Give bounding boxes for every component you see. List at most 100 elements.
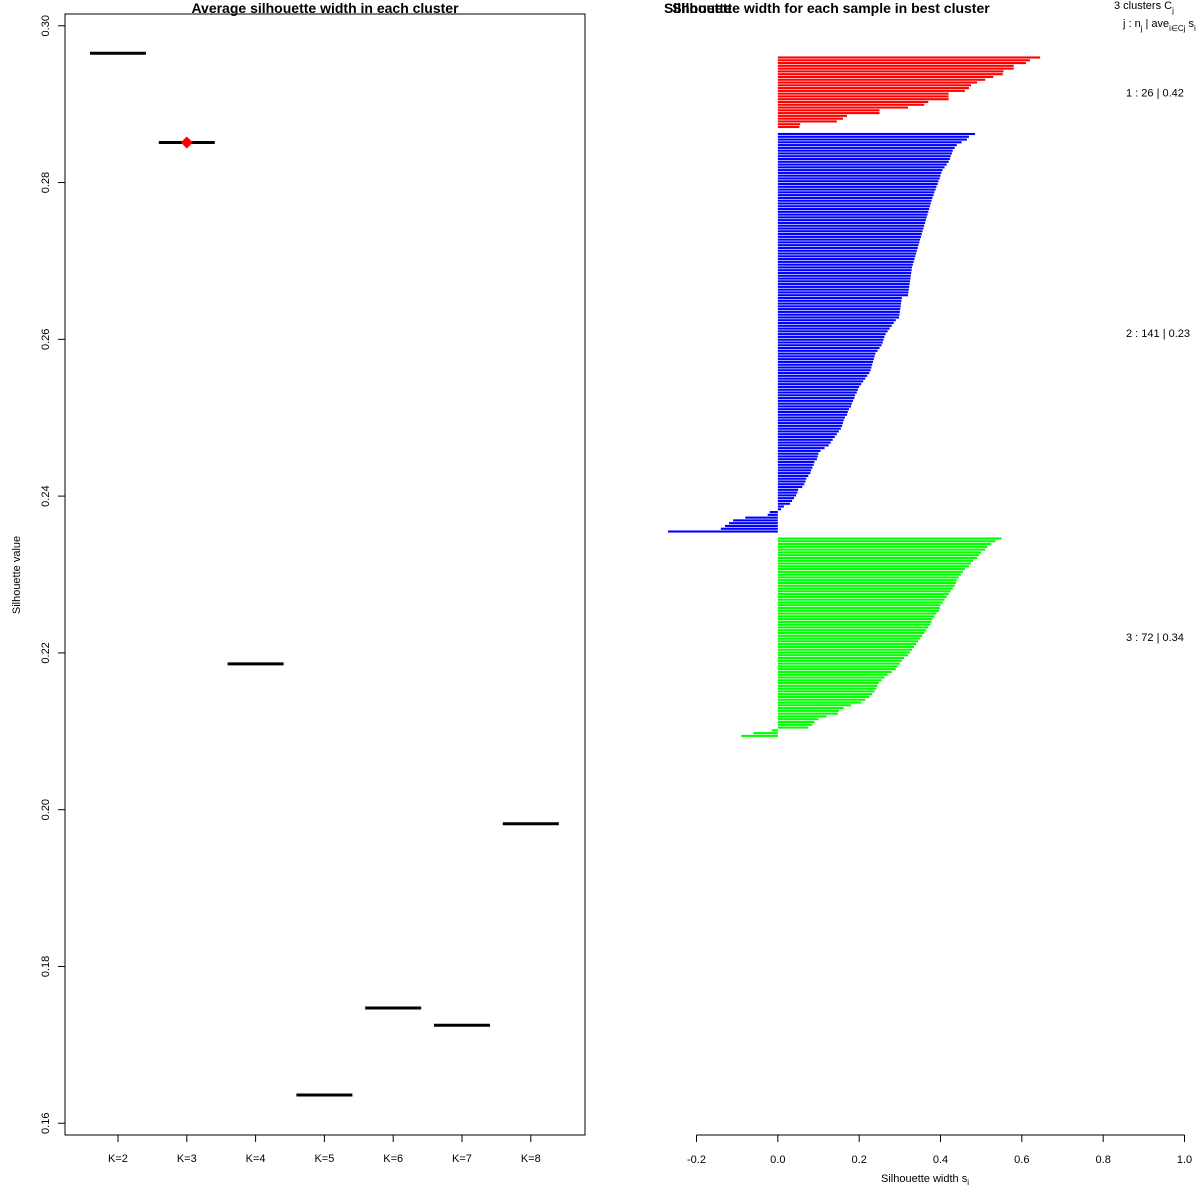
cluster-label: 3 : 72 | 0.34 xyxy=(1126,632,1184,644)
left-marks xyxy=(90,51,559,1097)
silhouette-bar xyxy=(777,271,912,275)
silhouette-bar xyxy=(777,70,1004,73)
left-y-tick-label: 0.30 xyxy=(40,15,52,36)
silhouette-bar xyxy=(777,430,839,433)
silhouette-bar xyxy=(777,551,982,554)
silhouette-bar xyxy=(777,369,871,372)
legend-header: 3 clusters Cj xyxy=(1114,0,1174,15)
left-y-axis: 0.16 0.18 0.20 0.22 0.24 0.26 0.28 0.30 xyxy=(40,15,66,1134)
silhouette-bar xyxy=(777,402,852,405)
silhouette-bar xyxy=(777,682,879,685)
silhouette-bar xyxy=(777,349,878,352)
silhouette-bar xyxy=(777,573,961,576)
silhouette-bar xyxy=(777,424,843,427)
silhouette-bar xyxy=(777,648,913,651)
silhouette-bar xyxy=(777,135,969,138)
silhouette-bar xyxy=(777,469,812,472)
silhouette-bar xyxy=(777,606,940,610)
silhouette-bar xyxy=(777,556,978,560)
silhouette-bar xyxy=(777,277,911,280)
silhouette-bar xyxy=(777,138,967,141)
silhouette-bar xyxy=(777,679,882,682)
silhouette-bar xyxy=(777,358,874,361)
silhouette-bar xyxy=(777,474,809,477)
silhouette-bar xyxy=(777,205,930,208)
silhouette-bar xyxy=(777,438,833,441)
silhouette-bar xyxy=(777,693,873,696)
silhouette-bar xyxy=(777,548,986,551)
silhouette-bar xyxy=(777,146,955,149)
silhouette-bar xyxy=(729,522,778,525)
silhouette-bar xyxy=(777,221,926,224)
silhouette-bar xyxy=(777,266,913,269)
right-x-axis: -0.2 0.0 0.2 0.4 0.6 0.8 1.0 xyxy=(687,1134,1192,1166)
left-x-tick-label: K=6 xyxy=(383,1153,403,1165)
silhouette-bar xyxy=(777,249,917,252)
silhouette-bar xyxy=(777,185,937,188)
left-panel: Average silhouette width in each cluster… xyxy=(11,0,586,1165)
silhouette-bar xyxy=(777,360,873,363)
silhouette-bar xyxy=(777,559,974,562)
silhouette-bar xyxy=(777,163,947,166)
right-panel: Silhouette width for each sample in best… xyxy=(664,0,1196,1187)
silhouette-bar xyxy=(777,75,994,79)
silhouette-bar xyxy=(733,519,778,522)
left-y-tick-label: 0.20 xyxy=(40,799,52,820)
silhouette-bar xyxy=(777,718,819,721)
silhouette-bar xyxy=(777,157,950,161)
silhouette-bar xyxy=(777,485,803,489)
silhouette-bar xyxy=(777,491,798,494)
silhouette-bar xyxy=(777,494,797,497)
silhouette-bar xyxy=(777,581,956,585)
silhouette-bar xyxy=(777,595,947,598)
silhouette-bar xyxy=(777,637,921,640)
right-x-axis-label: Silhouette width si xyxy=(881,1173,969,1187)
right-x-tick-label: 0.8 xyxy=(1096,1154,1111,1166)
legend-subheader-end-sub: i xyxy=(1194,24,1196,33)
silhouette-bar xyxy=(777,216,927,219)
silhouette-bar xyxy=(777,149,953,152)
silhouette-bar xyxy=(777,100,929,104)
right-x-tick-label: -0.2 xyxy=(687,1154,706,1166)
silhouette-bar xyxy=(777,310,900,313)
silhouette-bar xyxy=(777,305,901,308)
right-x-axis-label-sub: i xyxy=(967,1178,969,1187)
silhouette-bar xyxy=(777,422,843,425)
silhouette-bar xyxy=(777,366,872,369)
left-x-tick-label: K=7 xyxy=(452,1153,472,1165)
left-y-tick-label: 0.16 xyxy=(40,1113,52,1134)
silhouette-bar xyxy=(777,626,929,629)
silhouette-bar xyxy=(777,95,949,98)
silhouette-bar xyxy=(777,160,949,163)
silhouette-bar xyxy=(777,59,1030,62)
silhouette-bar xyxy=(767,513,778,516)
silhouette-bar xyxy=(753,732,778,735)
silhouette-bar xyxy=(777,109,880,112)
silhouette-bar xyxy=(777,213,928,216)
silhouette-bar xyxy=(777,120,837,123)
silhouette-bar xyxy=(777,98,949,101)
silhouette-bar xyxy=(777,377,866,380)
right-x-tick-label: 0.2 xyxy=(852,1154,867,1166)
silhouette-bar xyxy=(777,324,892,327)
silhouette-bar xyxy=(777,355,875,358)
silhouette-bar xyxy=(777,444,829,447)
cluster-label: 2 : 141 | 0.23 xyxy=(1126,328,1190,340)
left-plot-frame xyxy=(64,13,586,1136)
silhouette-bar xyxy=(777,656,904,660)
silhouette-bar xyxy=(777,380,864,383)
silhouette-bar xyxy=(777,690,875,693)
silhouette-bar xyxy=(777,235,921,238)
left-x-tick-label: K=4 xyxy=(246,1153,266,1165)
silhouette-bar xyxy=(777,333,886,336)
silhouette-bar xyxy=(777,615,935,618)
silhouette-bar xyxy=(777,191,935,194)
silhouette-bar xyxy=(777,106,908,109)
silhouette-bar xyxy=(777,673,888,676)
silhouette-bar xyxy=(777,570,963,573)
silhouette-bar xyxy=(777,383,862,386)
silhouette-bar xyxy=(777,576,959,579)
right-chart-title: Silhouette width for each sample in best… xyxy=(672,0,990,16)
legend-subheader-tail-sub: i∈Cj xyxy=(1169,24,1186,33)
silhouette-bar xyxy=(777,103,925,106)
